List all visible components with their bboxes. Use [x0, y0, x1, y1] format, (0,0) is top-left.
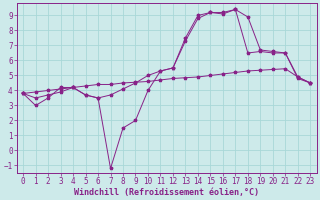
- X-axis label: Windchill (Refroidissement éolien,°C): Windchill (Refroidissement éolien,°C): [74, 188, 259, 197]
